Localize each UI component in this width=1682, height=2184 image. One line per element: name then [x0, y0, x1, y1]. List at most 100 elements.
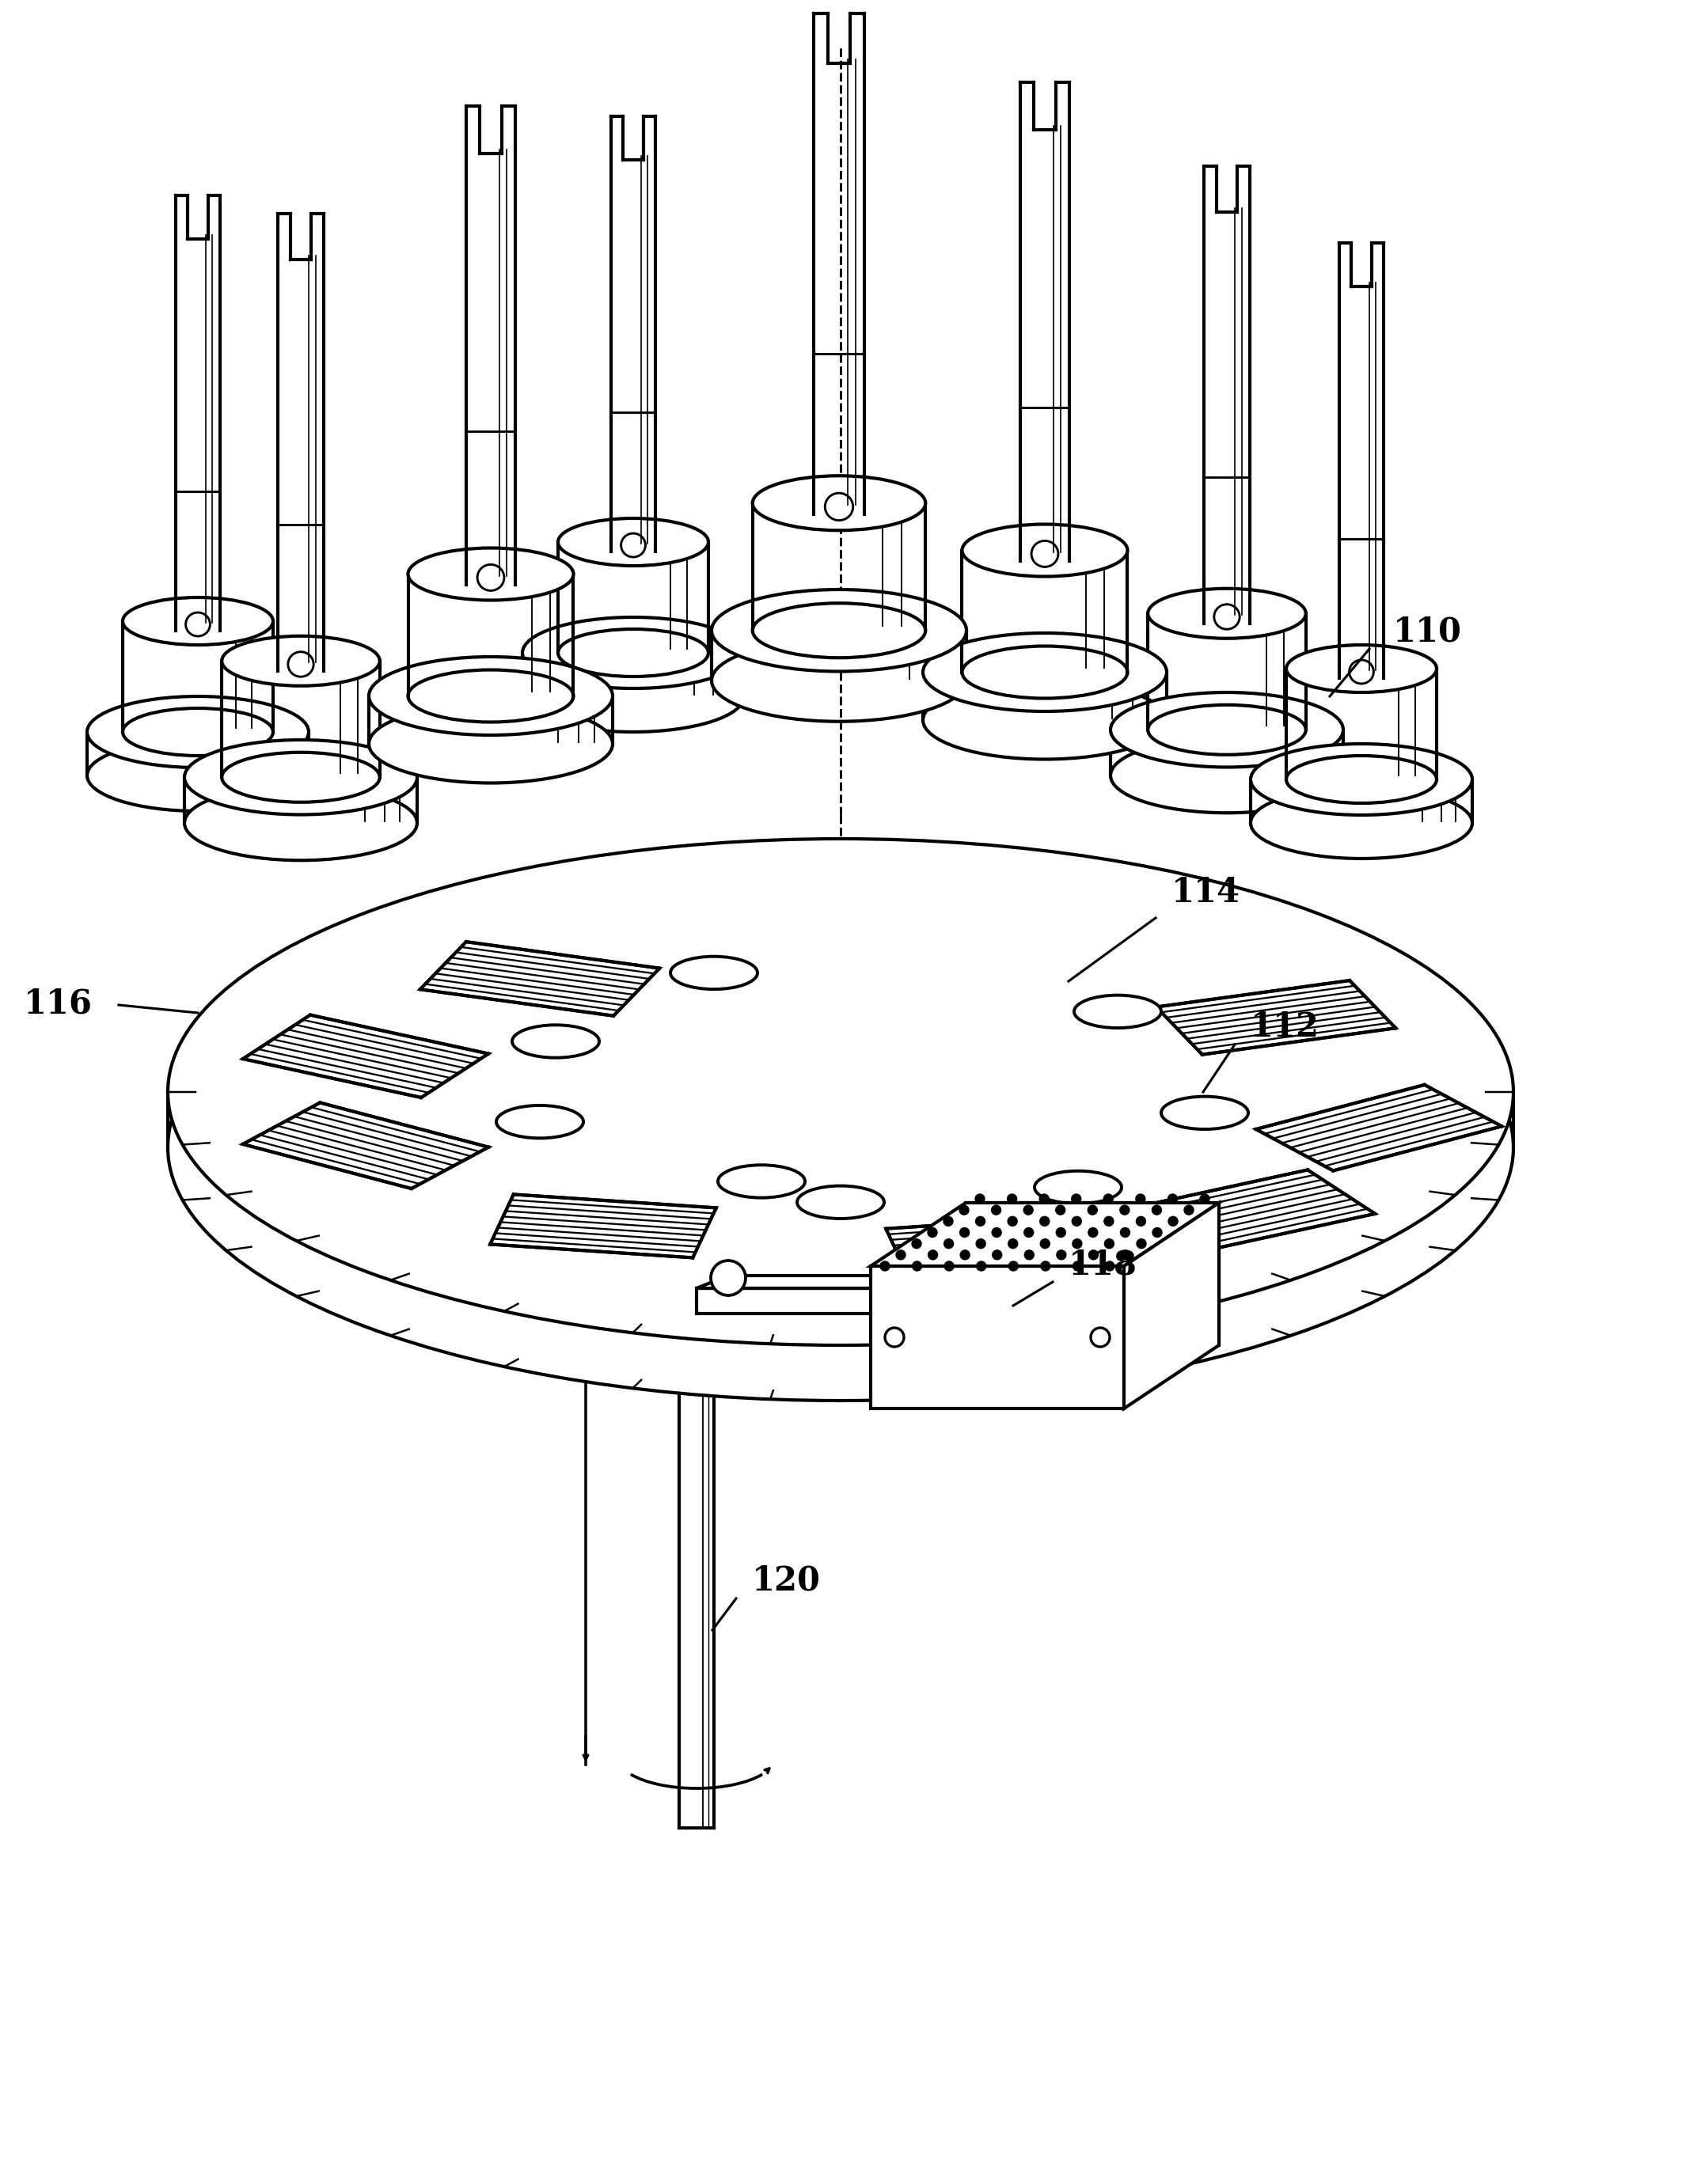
- Ellipse shape: [718, 1164, 806, 1197]
- Polygon shape: [242, 1103, 488, 1188]
- Circle shape: [1137, 1238, 1145, 1249]
- Circle shape: [944, 1216, 954, 1225]
- Ellipse shape: [923, 681, 1167, 760]
- Circle shape: [1073, 1262, 1082, 1271]
- Circle shape: [1008, 1216, 1018, 1225]
- Polygon shape: [1124, 1203, 1219, 1409]
- Polygon shape: [886, 1214, 1112, 1278]
- Circle shape: [1024, 1206, 1033, 1214]
- Circle shape: [976, 1195, 984, 1203]
- Ellipse shape: [962, 524, 1127, 577]
- Text: 110: 110: [1393, 616, 1462, 649]
- Ellipse shape: [523, 618, 743, 688]
- Ellipse shape: [409, 548, 574, 601]
- Circle shape: [928, 1227, 937, 1236]
- Ellipse shape: [87, 740, 309, 810]
- Ellipse shape: [368, 705, 612, 784]
- Circle shape: [1088, 1227, 1098, 1236]
- Circle shape: [1120, 1206, 1129, 1214]
- Text: 120: 120: [752, 1564, 821, 1599]
- Ellipse shape: [671, 957, 757, 989]
- Circle shape: [1103, 1216, 1113, 1225]
- Ellipse shape: [185, 740, 417, 815]
- Ellipse shape: [1147, 587, 1305, 638]
- Circle shape: [1135, 1195, 1145, 1203]
- Polygon shape: [871, 1267, 1124, 1409]
- Circle shape: [944, 1262, 954, 1271]
- Circle shape: [976, 1216, 986, 1225]
- Ellipse shape: [711, 590, 967, 670]
- Ellipse shape: [1287, 644, 1436, 692]
- Ellipse shape: [558, 629, 708, 677]
- Circle shape: [976, 1238, 986, 1249]
- Circle shape: [1135, 1216, 1145, 1225]
- Ellipse shape: [1147, 705, 1305, 756]
- Ellipse shape: [511, 1024, 599, 1057]
- Circle shape: [1056, 1249, 1066, 1260]
- Polygon shape: [1013, 1275, 1045, 1313]
- Ellipse shape: [523, 662, 743, 732]
- Circle shape: [1120, 1249, 1130, 1260]
- Circle shape: [977, 1262, 986, 1271]
- Ellipse shape: [923, 633, 1167, 712]
- Circle shape: [1152, 1227, 1162, 1236]
- Ellipse shape: [797, 1186, 885, 1219]
- Polygon shape: [871, 1203, 1219, 1267]
- Polygon shape: [1156, 981, 1396, 1055]
- Circle shape: [1184, 1206, 1194, 1214]
- Circle shape: [1152, 1206, 1162, 1214]
- Ellipse shape: [558, 518, 708, 566]
- Ellipse shape: [1075, 996, 1161, 1029]
- Polygon shape: [965, 1203, 1219, 1345]
- Circle shape: [1071, 1216, 1082, 1225]
- Ellipse shape: [1251, 788, 1472, 858]
- Circle shape: [1088, 1206, 1097, 1214]
- Circle shape: [1199, 1195, 1209, 1203]
- Polygon shape: [1129, 1171, 1374, 1251]
- Ellipse shape: [752, 476, 925, 531]
- Circle shape: [944, 1238, 954, 1249]
- Circle shape: [1088, 1249, 1098, 1260]
- Ellipse shape: [1110, 738, 1344, 812]
- Circle shape: [880, 1262, 890, 1271]
- Circle shape: [1009, 1262, 1018, 1271]
- Circle shape: [1039, 1195, 1050, 1203]
- Circle shape: [912, 1238, 922, 1249]
- Circle shape: [959, 1206, 969, 1214]
- Circle shape: [1169, 1216, 1177, 1225]
- Ellipse shape: [409, 670, 574, 723]
- Polygon shape: [696, 1275, 1045, 1289]
- Polygon shape: [696, 1289, 1013, 1313]
- Circle shape: [1103, 1195, 1113, 1203]
- Text: 114: 114: [1171, 876, 1240, 909]
- Polygon shape: [1256, 1085, 1502, 1171]
- Text: 112: 112: [1251, 1011, 1319, 1044]
- Ellipse shape: [87, 697, 309, 767]
- Ellipse shape: [752, 603, 925, 657]
- Ellipse shape: [123, 598, 272, 644]
- Circle shape: [1071, 1195, 1082, 1203]
- Polygon shape: [242, 1016, 488, 1099]
- Circle shape: [1073, 1238, 1082, 1249]
- Ellipse shape: [1287, 756, 1436, 804]
- Circle shape: [1039, 1216, 1050, 1225]
- Text: 116: 116: [24, 987, 93, 1020]
- Circle shape: [1167, 1195, 1177, 1203]
- Circle shape: [885, 1328, 903, 1348]
- Ellipse shape: [496, 1105, 584, 1138]
- Circle shape: [1120, 1227, 1130, 1236]
- Circle shape: [1105, 1238, 1113, 1249]
- Polygon shape: [489, 1195, 717, 1258]
- Ellipse shape: [222, 751, 380, 802]
- Circle shape: [960, 1227, 969, 1236]
- Ellipse shape: [1034, 1171, 1122, 1203]
- Circle shape: [1056, 1227, 1066, 1236]
- Circle shape: [897, 1249, 905, 1260]
- Ellipse shape: [962, 646, 1127, 699]
- Ellipse shape: [185, 786, 417, 860]
- Circle shape: [1008, 1195, 1018, 1203]
- Ellipse shape: [123, 708, 272, 756]
- Ellipse shape: [711, 640, 967, 721]
- Ellipse shape: [1110, 692, 1344, 767]
- Circle shape: [992, 1249, 1002, 1260]
